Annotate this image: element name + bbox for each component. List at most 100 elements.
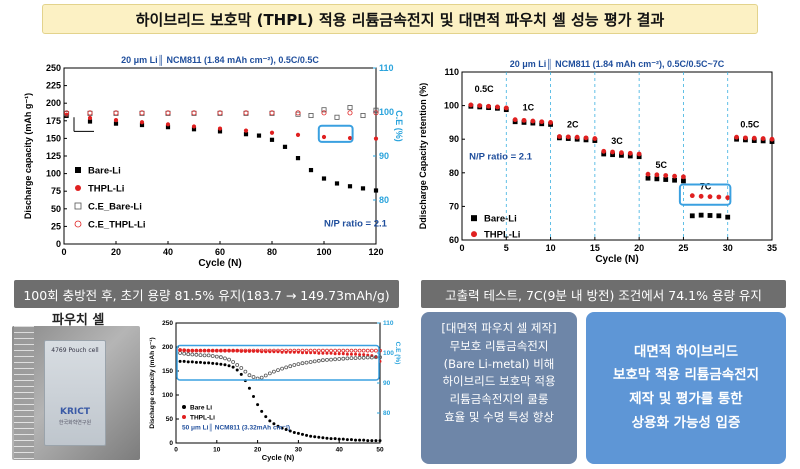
y-tick-label: 110 xyxy=(444,67,459,77)
data-point-bare-li xyxy=(308,167,314,173)
data-point-c-e-bare-li xyxy=(320,358,325,363)
data-point-c-e-thpl-li xyxy=(182,348,187,353)
data-point-c-e-thpl-li xyxy=(308,348,313,353)
data-point-bare-li xyxy=(360,186,366,191)
data-point-bare-li xyxy=(194,360,198,364)
data-point-bare-li xyxy=(288,429,292,433)
data-point-c-e-bare-li xyxy=(353,356,358,360)
x-axis-label: Cycle (N) xyxy=(595,254,638,265)
data-point-bare-li xyxy=(256,133,262,138)
pouch-cell: 4769 Pouch cell KRICT 한국화학연구원 xyxy=(44,340,106,446)
np-ratio-annotation: N/P ratio = 2.1 xyxy=(469,151,533,162)
y-tick-label: 80 xyxy=(449,168,459,178)
data-point-thpl-li xyxy=(760,136,766,141)
data-point-c-e-bare-li xyxy=(259,375,264,380)
data-point-bare-li xyxy=(203,361,207,365)
data-point-c-e-thpl-li xyxy=(202,348,207,353)
data-point-thpl-li xyxy=(182,348,186,352)
data-point-thpl-li xyxy=(337,352,341,356)
data-point-c-e-thpl-li xyxy=(312,348,317,353)
data-point-bare-li xyxy=(333,437,337,441)
data-point-c-e-thpl-li xyxy=(280,348,284,353)
data-point-bare-li xyxy=(191,127,197,132)
data-point-thpl-li xyxy=(217,126,223,131)
data-point-thpl-li xyxy=(574,134,580,140)
data-point-bare-li xyxy=(362,438,366,442)
data-point-thpl-li xyxy=(191,124,197,129)
data-point-c-e-bare-li xyxy=(288,364,293,369)
data-point-bare-li xyxy=(182,359,186,363)
summary-box-gray: [대면적 파우치 셀 제작] 무보호 리튬금속전지 (Bare Li-metal… xyxy=(421,312,577,464)
data-point-c-e-thpl-li xyxy=(276,348,280,353)
data-point-c-e-bare-li xyxy=(263,373,268,378)
data-point-c-e-bare-li xyxy=(182,351,187,356)
data-point-thpl-li xyxy=(583,135,589,141)
data-point-bare-li xyxy=(681,178,686,184)
data-point-bare-li xyxy=(211,361,215,365)
data-point-thpl-li xyxy=(347,135,353,141)
data-point-c-e-bare-li xyxy=(308,360,313,364)
data-point-thpl-li xyxy=(610,149,615,155)
data-point-bare-li xyxy=(716,213,722,219)
data-point-c-e-bare-li xyxy=(341,356,346,361)
blue-line-3: 제작 및 평가를 통한 xyxy=(629,391,743,407)
data-point-bare-li xyxy=(347,184,353,189)
data-point-bare-li xyxy=(689,213,695,219)
data-point-bare-li xyxy=(672,177,677,183)
data-point-c-e-bare-li xyxy=(198,353,203,357)
data-point-thpl-li xyxy=(601,148,607,154)
data-point-bare-li xyxy=(334,181,340,186)
plot-frame xyxy=(461,71,773,241)
y-tick-label: 100 xyxy=(444,101,459,111)
data-point-c-e-bare-li xyxy=(243,369,248,374)
y-tick-label: 60 xyxy=(449,235,459,245)
data-point-thpl-li xyxy=(341,352,345,356)
gray-line-5: 리튬금속전지의 쿨롱 xyxy=(449,392,549,407)
data-point-bare-li xyxy=(366,439,370,443)
data-point-thpl-li xyxy=(689,193,695,199)
data-point-c-e-bare-li xyxy=(284,365,289,370)
left-caption: 100회 충방전 후, 초기 용량 81.5% 유지(183.7 → 149.7… xyxy=(14,280,399,308)
data-point-bare-li xyxy=(284,428,288,432)
data-point-bare-li xyxy=(113,121,119,126)
data-point-c-e-thpl-li xyxy=(345,348,350,353)
rate-label: 2C xyxy=(567,119,579,129)
data-point-thpl-li xyxy=(557,134,562,139)
data-point-thpl-li xyxy=(681,174,686,180)
data-point-thpl-li xyxy=(345,352,349,356)
data-point-bare-li xyxy=(223,363,227,367)
data-point-c-e-bare-li xyxy=(325,358,329,362)
data-point-bare-li xyxy=(321,176,327,181)
data-point-c-e-thpl-li xyxy=(284,348,289,353)
data-point-c-e-bare-li xyxy=(347,105,353,111)
x-tick-label: 5 xyxy=(504,243,509,253)
data-point-c-e-thpl-li xyxy=(337,348,342,353)
data-point-bare-li xyxy=(370,439,374,443)
data-point-c-e-bare-li xyxy=(349,356,354,360)
data-point-bare-li xyxy=(627,153,633,159)
data-point-c-e-bare-li xyxy=(365,355,370,360)
y-axis-label: Ddischarge Capacity retention (%) xyxy=(418,83,428,230)
data-point-c-e-thpl-li xyxy=(214,348,219,353)
x-tick-label: 50 xyxy=(376,447,384,454)
data-point-thpl-li xyxy=(333,352,337,356)
data-point-c-e-bare-li xyxy=(272,369,276,374)
legend-label: THPL-Li xyxy=(484,230,520,241)
x-tick-label: 10 xyxy=(546,243,556,253)
data-point-c-e-bare-li xyxy=(227,357,231,362)
blue-line-2: 보호막 적용 리튬금속전지 xyxy=(612,367,760,384)
np-ratio-annotation: N/P ratio = 2.1 xyxy=(324,218,388,229)
data-point-c-e-thpl-li xyxy=(186,348,191,353)
y2-tick-label: 90 xyxy=(383,380,391,387)
right-caption: 고출력 테스트, 7C(9분 내 방전) 조건에서 74.1% 용량 유지 xyxy=(421,280,786,308)
x-tick-label: 0 xyxy=(174,447,178,454)
data-point-c-e-bare-li xyxy=(308,113,314,119)
data-point-thpl-li xyxy=(548,120,553,125)
data-point-bare-li xyxy=(247,386,251,390)
data-point-c-e-bare-li xyxy=(360,113,366,119)
data-point-thpl-li xyxy=(734,134,739,140)
data-point-bare-li xyxy=(305,433,309,437)
data-point-c-e-bare-li xyxy=(223,356,227,361)
data-point-c-e-bare-li xyxy=(329,357,333,362)
legend-label: Bare-Li xyxy=(88,166,121,177)
